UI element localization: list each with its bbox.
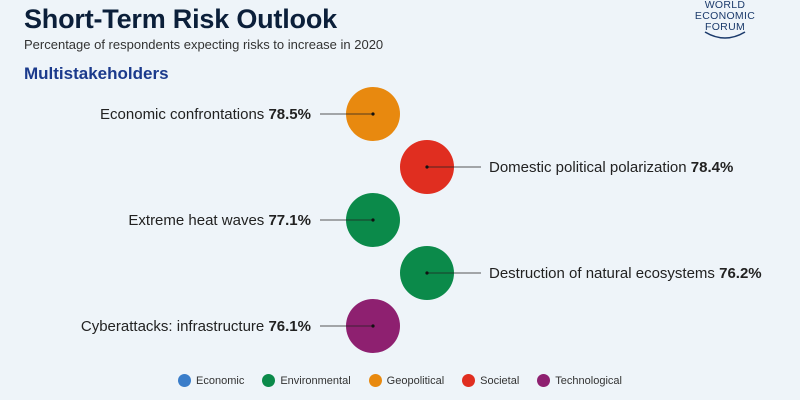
legend-item-technological: Technological bbox=[537, 374, 622, 387]
risk-name-4: Cyberattacks: infrastructure bbox=[81, 318, 269, 335]
legend-item-economic: Economic bbox=[178, 374, 244, 387]
risk-label-2: Extreme heat waves 77.1% bbox=[128, 212, 311, 229]
risk-name-3: Destruction of natural ecosystems bbox=[489, 265, 719, 282]
logo-swoosh-icon bbox=[704, 31, 746, 39]
legend-label-economic: Economic bbox=[196, 374, 245, 387]
legend-swatch-societal bbox=[462, 374, 476, 387]
legend: Economic Environmental Geopolitical Societa… bbox=[0, 374, 800, 387]
legend-label-technological: Technological bbox=[555, 374, 622, 387]
bubble-center-dot-0 bbox=[371, 112, 375, 116]
risk-value-1: 78.4% bbox=[691, 159, 734, 176]
risk-value-4: 76.1% bbox=[268, 318, 311, 335]
legend-item-geopolitical: Geopolitical bbox=[368, 374, 445, 387]
risk-label-4: Cyberattacks: infrastructure 76.1% bbox=[81, 318, 311, 335]
risk-label-1: Domestic political polarization 78.4% bbox=[489, 159, 733, 176]
risk-name-1: Domestic political polarization bbox=[489, 159, 691, 176]
risk-label-0: Economic confrontations 78.5% bbox=[100, 106, 311, 123]
legend-label-societal: Societal bbox=[480, 374, 520, 387]
wef-logo: WORLD ECONOMIC FORUM bbox=[680, 0, 770, 44]
risk-value-2: 77.1% bbox=[268, 212, 311, 229]
bubble-center-dot-4 bbox=[371, 324, 375, 328]
chart-subtitle: Percentage of respondents expecting risk… bbox=[24, 37, 384, 52]
risk-label-3: Destruction of natural ecosystems 76.2% bbox=[489, 265, 762, 282]
bubble-center-dot-2 bbox=[371, 218, 375, 222]
legend-swatch-environmental bbox=[262, 374, 276, 387]
risk-name-2: Extreme heat waves bbox=[128, 212, 268, 229]
section-heading: Multistakeholders bbox=[24, 64, 169, 83]
risk-value-3: 76.2% bbox=[719, 265, 762, 282]
legend-label-geopolitical: Geopolitical bbox=[386, 374, 445, 387]
legend-item-societal: Societal bbox=[462, 374, 519, 387]
logo-line-1: WORLD bbox=[704, 0, 746, 11]
risk-name-0: Economic confrontations bbox=[100, 106, 268, 123]
legend-item-environmental: Environmental bbox=[262, 374, 351, 387]
legend-label-environmental: Environmental bbox=[280, 374, 351, 387]
legend-swatch-technological bbox=[537, 374, 551, 387]
bubble-center-dot-3 bbox=[425, 271, 429, 275]
legend-swatch-economic bbox=[178, 374, 192, 387]
legend-swatch-geopolitical bbox=[368, 374, 382, 387]
bubble-center-dot-1 bbox=[425, 165, 429, 169]
risk-value-0: 78.5% bbox=[268, 106, 311, 123]
chart-title: Short-Term Risk Outlook bbox=[24, 4, 337, 34]
logo-line-3: FORUM bbox=[705, 21, 745, 33]
logo-line-2: ECONOMIC bbox=[694, 10, 756, 22]
